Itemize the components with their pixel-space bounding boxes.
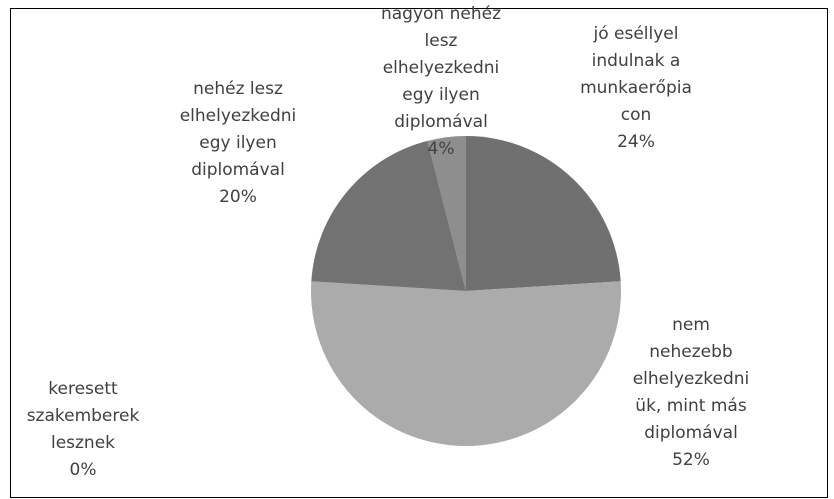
slice-label: keresett szakemberek lesznek 0% bbox=[0, 376, 168, 484]
category-label: keresett szakemberek lesznek bbox=[26, 379, 140, 453]
chart bbox=[311, 136, 622, 446]
chart-frame: jó eséllyel indulnak a munkaerőpia con 24… bbox=[10, 4, 828, 498]
pie-slice bbox=[311, 281, 622, 446]
value-label: 4% bbox=[427, 139, 455, 159]
slice-label: nehéz lesz elhelyezkedni egy ilyen diplo… bbox=[153, 76, 323, 211]
pie-slice bbox=[311, 140, 466, 291]
category-label: nehéz lesz elhelyezkedni egy ilyen diplo… bbox=[179, 79, 297, 180]
slice-label: jó eséllyel indulnak a munkaerőpia con 24… bbox=[551, 21, 721, 156]
value-label: 24% bbox=[617, 132, 655, 152]
value-label: 52% bbox=[672, 450, 710, 470]
pie-slice bbox=[427, 136, 466, 291]
pie-slice bbox=[466, 136, 621, 291]
value-label: 0% bbox=[69, 460, 97, 480]
value-label: 20% bbox=[219, 187, 257, 207]
category-label: nem nehezebb elhelyezkedni ük, mint más … bbox=[632, 315, 750, 443]
category-label: nagyon nehéz lesz elhelyezkedni egy ilye… bbox=[380, 4, 501, 132]
slice-label: nem nehezebb elhelyezkedni ük, mint más … bbox=[606, 312, 776, 474]
slice-label: nagyon nehéz lesz elhelyezkedni egy ilye… bbox=[356, 1, 526, 163]
category-label: jó eséllyel indulnak a munkaerőpia con bbox=[580, 24, 692, 125]
